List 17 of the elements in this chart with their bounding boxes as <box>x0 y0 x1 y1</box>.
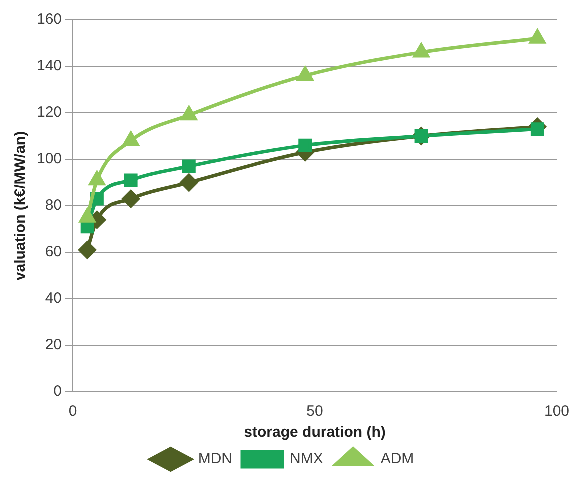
y-tick-label: 20 <box>45 336 62 354</box>
x-axis-title: storage duration (h) <box>244 424 386 442</box>
x-tick-label: 0 <box>68 403 78 420</box>
y-tick-label: 120 <box>36 104 62 122</box>
y-tick-label: 80 <box>45 197 62 214</box>
y-axis-title: valuation (k€/MW/an) <box>12 131 30 281</box>
x-tick-label: 100 <box>544 403 570 420</box>
legend-label: NMX <box>290 450 324 468</box>
y-tick-label: 40 <box>45 290 62 308</box>
y-tick-label: 160 <box>36 11 62 28</box>
y-tick-label: 140 <box>36 58 62 75</box>
y-tick-label: 100 <box>36 150 62 168</box>
y-tick-label: 0 <box>54 383 62 400</box>
legend-label: MDN <box>198 450 233 468</box>
legend-label: ADM <box>380 450 414 468</box>
y-tick-label: 60 <box>45 244 62 261</box>
x-tick-label: 50 <box>306 403 324 420</box>
